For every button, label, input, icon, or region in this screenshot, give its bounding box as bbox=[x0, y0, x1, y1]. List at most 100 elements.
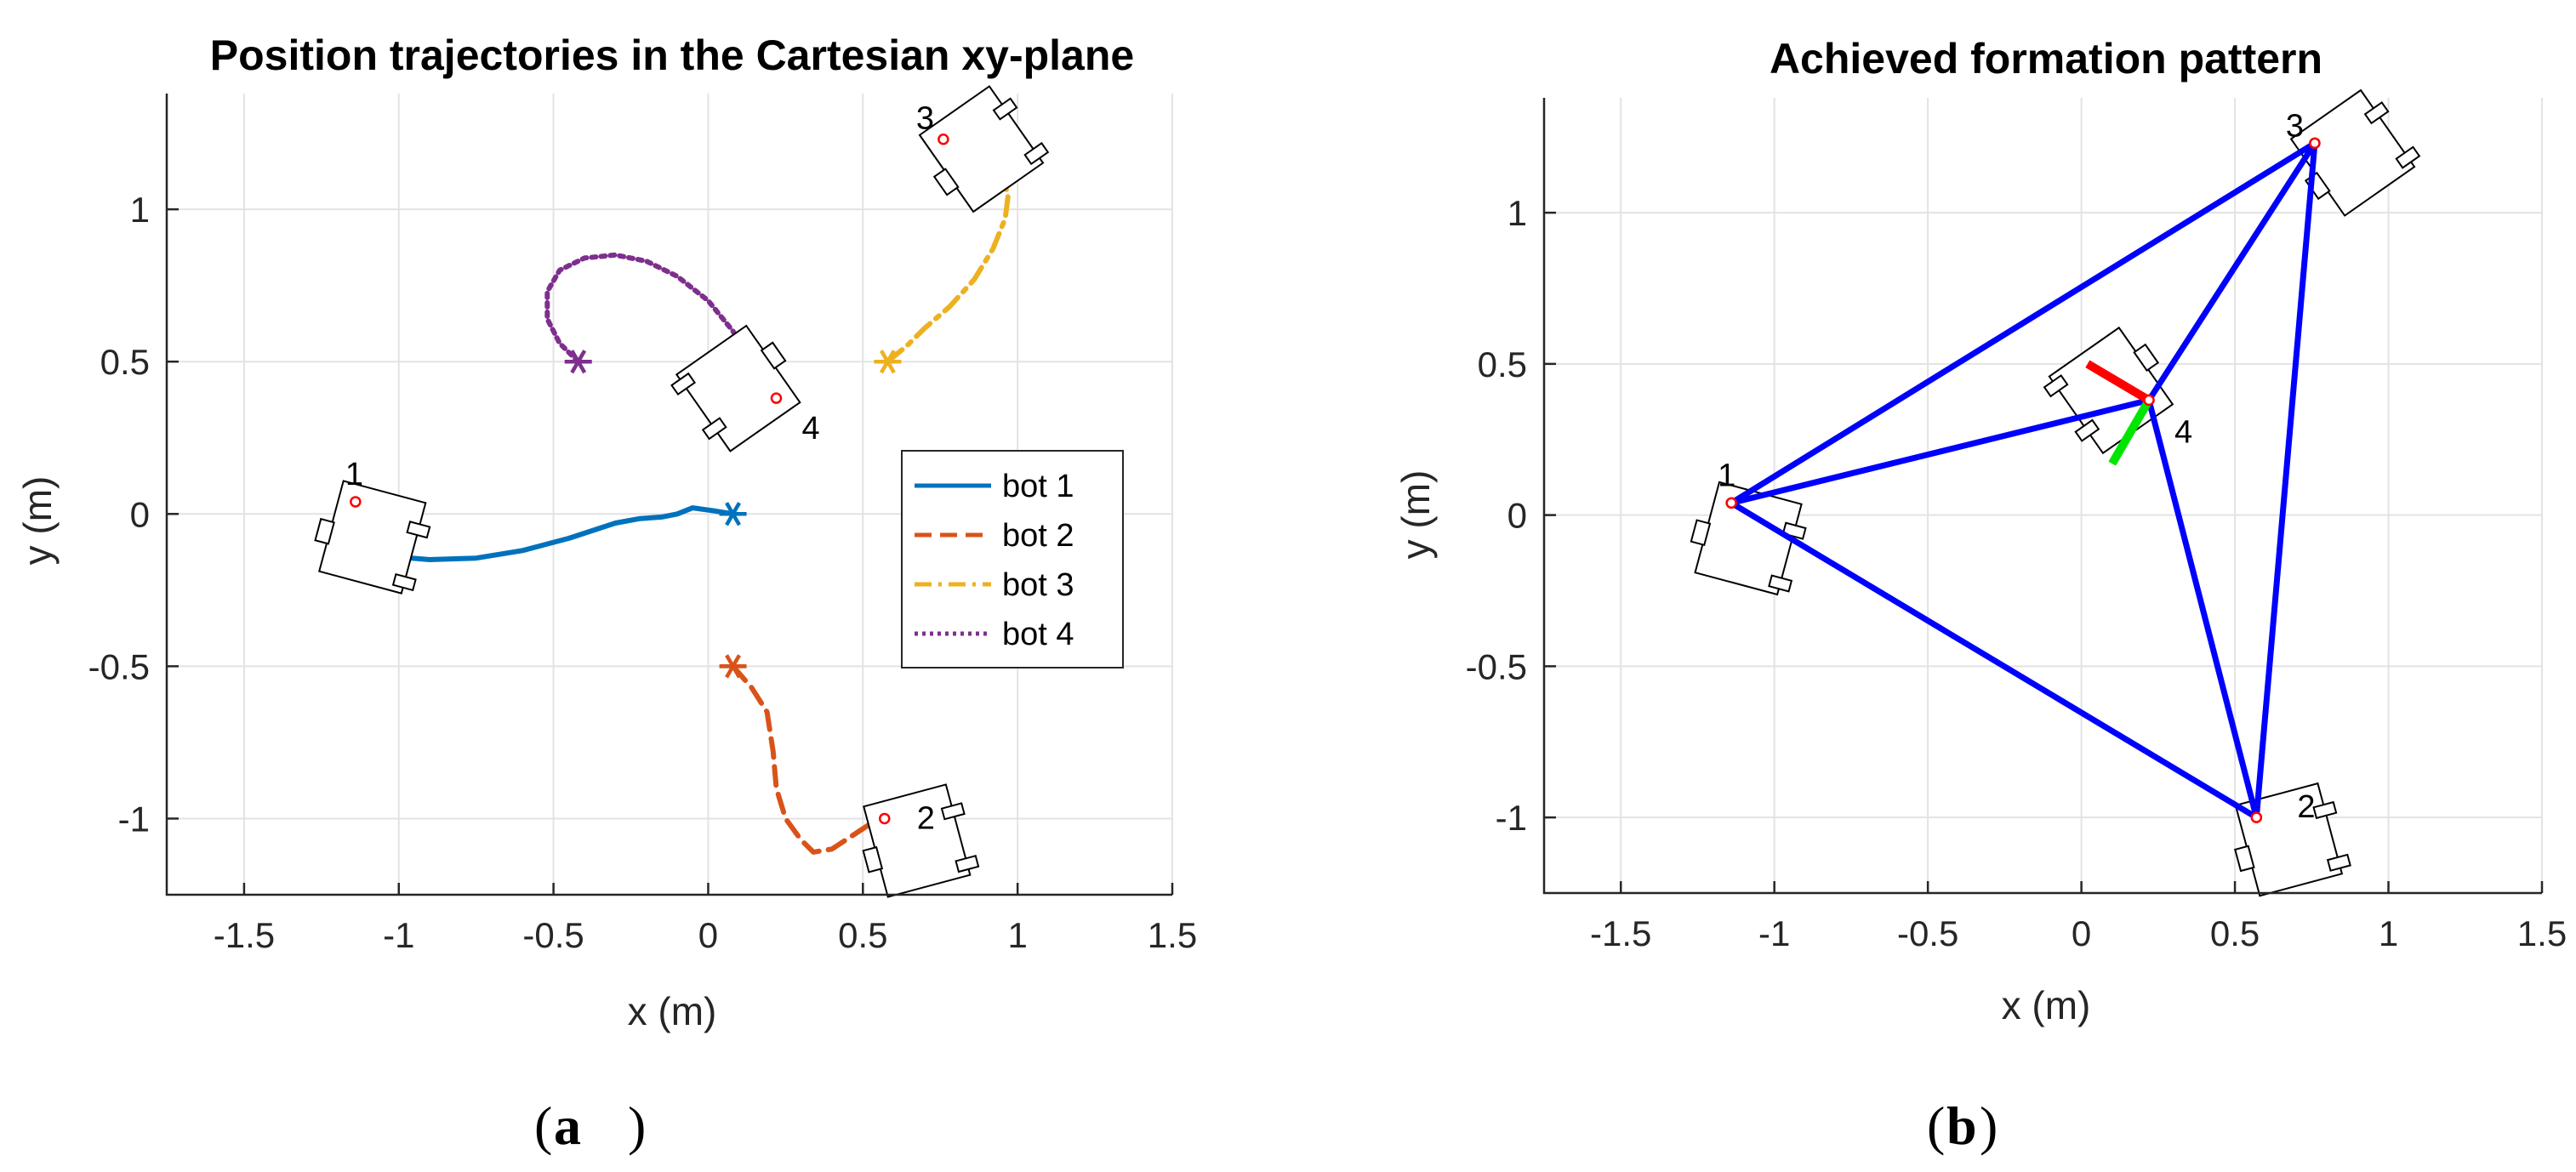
robot-caster bbox=[1690, 519, 1712, 547]
robot-wheel bbox=[2395, 145, 2421, 169]
legend-label-bot1: bot 1 bbox=[1002, 469, 1074, 504]
chart-a-ytick-label: 0.5 bbox=[100, 342, 150, 382]
chart-b-xtick-label: -1 bbox=[1758, 913, 1790, 953]
chart-b-ytick-label: 0 bbox=[1507, 496, 1527, 536]
robot-marker-1 bbox=[1725, 497, 1737, 509]
robot-wheel bbox=[2312, 800, 2338, 820]
chart-b-ytick-label: 0.5 bbox=[1478, 344, 1527, 384]
robot-caster bbox=[2133, 343, 2160, 373]
chart-a-robot-2 bbox=[862, 783, 980, 898]
robot-label: 2 bbox=[2297, 789, 2315, 825]
robot-label: 3 bbox=[2286, 108, 2304, 144]
formation-edge-2-3 bbox=[2253, 139, 2318, 821]
chart-a-ytick-label: -0.5 bbox=[88, 646, 150, 686]
robot-position-marker bbox=[350, 496, 362, 508]
chart-b-grid bbox=[1544, 98, 2543, 893]
robot-body bbox=[918, 85, 1045, 213]
start-marker-bot4 bbox=[564, 350, 592, 374]
chart-a-xtick-label: -1.5 bbox=[214, 915, 275, 955]
robot-caster bbox=[932, 168, 960, 196]
robot-caster bbox=[2234, 845, 2255, 873]
chart-b-title: Achieved formation pattern bbox=[1770, 35, 2322, 82]
sublabel-b-close: ) bbox=[1980, 1095, 1998, 1156]
robot-wheel bbox=[670, 372, 697, 395]
chart-b-axes: -1.5 -1 -0.5 0 0.5 1 1.5 -1 -0.5 0 0.5 1 bbox=[1466, 98, 2567, 953]
chart-a-axes: -1.5 -1 -0.5 0 0.5 1 1.5 -1 -0.5 0 0.5 1 bbox=[88, 94, 1197, 955]
robot-wheel bbox=[391, 572, 417, 592]
chart-b-robot-4 bbox=[2043, 326, 2174, 455]
trajectory-bot2 bbox=[730, 663, 887, 855]
robot-marker-3 bbox=[2309, 137, 2321, 150]
formation-edge-2-4 bbox=[2146, 397, 2260, 821]
chart-a-axis-lines bbox=[165, 94, 1172, 896]
chart-b-formation-edges bbox=[1728, 139, 2318, 821]
robot-label: 2 bbox=[917, 800, 935, 836]
chart-b-robot-2 bbox=[2234, 782, 2351, 897]
chart-a-xlabel: x (m) bbox=[628, 989, 717, 1033]
legend-label-bot3: bot 3 bbox=[1002, 567, 1074, 603]
chart-b-xtick-label: -0.5 bbox=[1897, 913, 1958, 953]
chart-a-robots: 1 2 3 4 bbox=[314, 85, 1050, 898]
formation-edge-1-4 bbox=[1728, 397, 2152, 506]
chart-b-xlabel: x (m) bbox=[2002, 983, 2091, 1027]
chart-a-robot-1 bbox=[314, 480, 431, 595]
formation-edge-1-2 bbox=[1728, 499, 2260, 821]
sublabel-a-open: ( bbox=[534, 1095, 552, 1156]
chart-a-ytick-label: 1 bbox=[130, 190, 150, 230]
robot-label: 1 bbox=[1718, 458, 1735, 493]
robot-caster bbox=[862, 845, 884, 873]
legend-label-bot4: bot 4 bbox=[1002, 617, 1074, 652]
robot-wheel bbox=[406, 521, 431, 539]
start-marker-bot1 bbox=[719, 502, 747, 526]
robot-label: 1 bbox=[345, 457, 363, 492]
chart-b-xtick-label: 0 bbox=[2072, 913, 2091, 953]
robot-wheel bbox=[2326, 853, 2351, 872]
robot-wheel bbox=[701, 417, 727, 441]
sublabel-b: b bbox=[1946, 1095, 1977, 1156]
robot-body bbox=[675, 324, 801, 452]
heading-y-axis bbox=[2108, 398, 2153, 466]
robot-wheel bbox=[2043, 374, 2069, 398]
heading-x-axis bbox=[2085, 360, 2151, 404]
chart-b-xtick-label: -1.5 bbox=[1590, 913, 1651, 953]
robot-label: 4 bbox=[2174, 415, 2192, 451]
robot-position-marker bbox=[770, 392, 783, 404]
robot-wheel bbox=[940, 802, 966, 821]
sublabel-a: a bbox=[554, 1095, 581, 1156]
robot-marker-4 bbox=[2143, 394, 2155, 407]
chart-b-ylabel: y (m) bbox=[1393, 470, 1438, 560]
chart-a-title: Position trajectories in the Cartesian x… bbox=[210, 31, 1134, 79]
chart-b-ytick-label: -0.5 bbox=[1466, 646, 1527, 686]
chart-a-xtick-label: 1.5 bbox=[1148, 915, 1197, 955]
start-marker-bot2 bbox=[719, 654, 747, 679]
chart-a-xtick-label: 1 bbox=[1007, 915, 1027, 955]
sublabel-a-close: ) bbox=[628, 1095, 646, 1156]
robot-wheel bbox=[2074, 418, 2100, 442]
robot-wheel bbox=[1768, 574, 1793, 593]
start-marker-bot3 bbox=[874, 350, 902, 374]
robot-wheel bbox=[2363, 101, 2390, 125]
legend-label-bot2: bot 2 bbox=[1002, 518, 1074, 554]
robot-label: 4 bbox=[801, 411, 819, 447]
chart-a-xtick-label: 0.5 bbox=[838, 915, 887, 955]
chart-b-robots: 1 2 3 4 bbox=[1690, 88, 2421, 897]
robot-label: 3 bbox=[916, 101, 934, 137]
chart-b-heading-axes bbox=[2085, 360, 2153, 466]
formation-edge-3-4 bbox=[2146, 139, 2318, 404]
trajectory-bot3 bbox=[885, 136, 1012, 365]
panel-a-chart: Position trajectories in the Cartesian x… bbox=[15, 31, 1197, 1033]
chart-b-ytick-label: 1 bbox=[1507, 193, 1527, 233]
chart-a-ylabel: y (m) bbox=[15, 476, 60, 566]
sublabel-b-open: ( bbox=[1927, 1095, 1945, 1156]
robot-body bbox=[318, 480, 427, 595]
robot-position-marker bbox=[938, 133, 949, 145]
robot-wheel bbox=[1023, 141, 1050, 166]
chart-a-xtick-label: -1 bbox=[383, 915, 414, 955]
robot-wheel bbox=[955, 855, 980, 873]
chart-b-axis-lines bbox=[1542, 98, 2542, 895]
chart-a-legend: bot 1 bot 2 bot 3 bot 4 bbox=[901, 450, 1124, 668]
chart-a-robot-3 bbox=[918, 85, 1050, 213]
chart-b-ytick-label: -1 bbox=[1496, 798, 1527, 838]
robot-position-marker bbox=[879, 812, 891, 825]
